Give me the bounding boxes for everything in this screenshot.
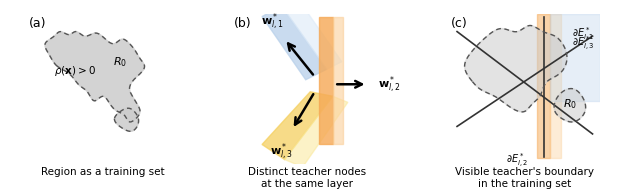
- Polygon shape: [319, 17, 333, 145]
- Text: $\rho(\mathbf{x}) > 0$: $\rho(\mathbf{x}) > 0$: [54, 64, 96, 78]
- Text: Distinct teacher nodes
at the same layer: Distinct teacher nodes at the same layer: [248, 167, 366, 189]
- Polygon shape: [282, 0, 342, 69]
- Text: Visible teacher's boundary
in the training set: Visible teacher's boundary in the traini…: [455, 167, 595, 189]
- Text: Region as a training set: Region as a training set: [40, 167, 164, 177]
- Text: $\partial E^*_{l,2}$: $\partial E^*_{l,2}$: [506, 152, 529, 170]
- Text: $R_0$: $R_0$: [563, 97, 577, 111]
- Text: $\mathbf{w}^*_{l,2}$: $\mathbf{w}^*_{l,2}$: [378, 74, 401, 95]
- Text: $\mathbf{w}^*_{l,1}$: $\mathbf{w}^*_{l,1}$: [261, 11, 284, 32]
- Polygon shape: [554, 89, 586, 122]
- Polygon shape: [537, 14, 550, 158]
- Polygon shape: [285, 96, 348, 167]
- Polygon shape: [115, 108, 139, 131]
- Text: $R_0$: $R_0$: [113, 55, 127, 69]
- Text: $\partial E^*_{l,3}$: $\partial E^*_{l,3}$: [572, 35, 594, 53]
- Polygon shape: [465, 25, 567, 112]
- Polygon shape: [550, 14, 600, 101]
- Text: (c): (c): [451, 17, 468, 30]
- Text: $\mathbf{w}^*_{l,3}$: $\mathbf{w}^*_{l,3}$: [270, 141, 293, 162]
- Text: (b): (b): [234, 17, 251, 30]
- Polygon shape: [550, 14, 561, 158]
- Text: (a): (a): [29, 17, 46, 30]
- Text: $\partial E^*_{l,1}$: $\partial E^*_{l,1}$: [572, 25, 594, 44]
- Polygon shape: [262, 92, 333, 160]
- Polygon shape: [262, 6, 327, 80]
- Polygon shape: [333, 17, 343, 145]
- Polygon shape: [45, 31, 145, 122]
